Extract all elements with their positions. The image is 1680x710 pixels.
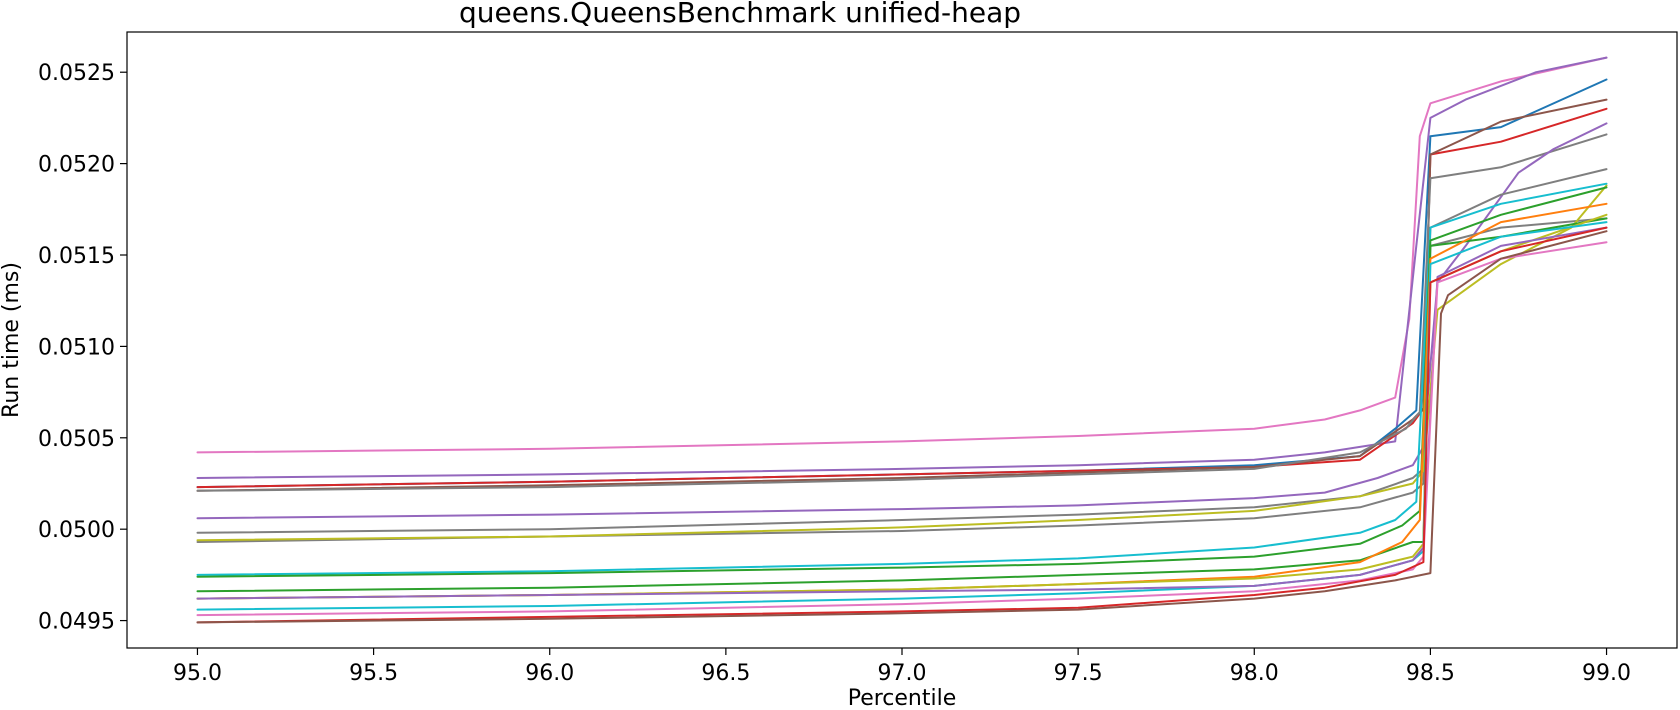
series-line-2 [196,56,1608,479]
x-tick-label: 96.0 [525,661,574,686]
series-line-12 [196,186,1608,578]
series-line-1 [196,56,1608,454]
x-tick-label: 98.0 [1230,661,1279,686]
x-tick-label: 95.0 [173,661,222,686]
series-line-7 [196,122,1608,520]
series-line-20 [196,230,1608,624]
y-axis: 0.0495 0.0500 0.0505 0.0510 0.0515 0.0520 0.05… [38,61,127,635]
y-tick-label: 0.0525 [38,61,115,86]
x-tick-label: 96.5 [701,661,750,686]
y-tick-label: 0.0510 [38,335,115,360]
x-tick-label: 97.5 [1054,661,1103,686]
series-line-6 [196,133,1608,492]
chart-title: queens.QueensBenchmark unified-heap [459,0,1021,29]
y-tick-label: 0.0495 [38,610,115,635]
y-tick-label: 0.0500 [38,518,115,543]
x-axis: 95.0 95.5 96.0 96.5 97.0 97.5 98.0 98.5 99.0 [173,648,1631,686]
series-line-4 [196,107,1608,489]
series-line-9 [196,217,1608,543]
series-line-5 [196,98,1608,492]
x-tick-label: 95.5 [349,661,398,686]
y-tick-label: 0.0520 [38,153,115,178]
x-axis-label: Percentile [848,686,957,710]
series-line-13 [196,217,1608,593]
series-line-10 [196,184,1608,542]
y-tick-label: 0.0515 [38,244,115,269]
y-tick-label: 0.0505 [38,427,115,452]
series-line-19 [196,226,1608,624]
x-tick-label: 99.0 [1582,661,1631,686]
series-layer [196,56,1608,624]
x-tick-label: 98.5 [1406,661,1455,686]
y-axis-label: Run time (ms) [0,262,24,418]
series-line-17 [196,226,1608,600]
series-line-11 [196,182,1608,576]
plot-area [126,31,1678,649]
x-tick-label: 97.0 [878,661,927,686]
